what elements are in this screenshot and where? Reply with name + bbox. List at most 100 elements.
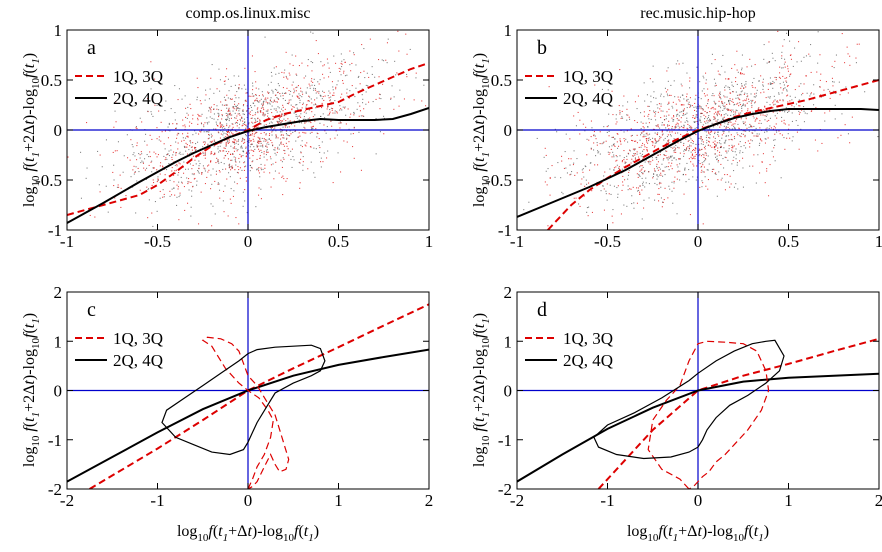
scatter-point [813, 84, 814, 85]
scatter-point [767, 127, 768, 128]
scatter-point [269, 92, 270, 93]
scatter-point [224, 84, 225, 85]
scatter-point [735, 98, 736, 99]
scatter-point [210, 116, 211, 117]
scatter-point [704, 118, 705, 119]
scatter-point [173, 188, 174, 189]
scatter-point [269, 139, 270, 140]
scatter-point [258, 195, 259, 196]
scatter-point [588, 207, 589, 208]
scatter-point [266, 152, 267, 153]
scatter-point [290, 91, 291, 92]
scatter-point [720, 98, 721, 99]
scatter-point [766, 168, 767, 169]
scatter-point [246, 93, 247, 94]
scatter-point [729, 87, 730, 88]
scatter-point [253, 95, 254, 96]
scatter-point [659, 108, 660, 109]
scatter-point [689, 107, 690, 108]
scatter-point [834, 82, 835, 83]
scatter-point [313, 148, 314, 149]
scatter-point [240, 120, 241, 121]
scatter-point [706, 112, 707, 113]
scatter-point [556, 131, 557, 132]
scatter-point [319, 152, 320, 153]
scatter-point [286, 52, 287, 53]
scatter-point [358, 132, 359, 133]
scatter-point [743, 121, 744, 122]
scatter-point [644, 82, 645, 83]
scatter-point [333, 89, 334, 90]
scatter-point [775, 127, 776, 128]
scatter-point [655, 133, 656, 134]
scatter-point [728, 100, 729, 101]
scatter-point [353, 114, 354, 115]
scatter-point [342, 64, 343, 65]
scatter-point [648, 162, 649, 163]
scatter-point [736, 154, 737, 155]
scatter-point [574, 198, 575, 199]
scatter-point [244, 68, 245, 69]
scatter-point [667, 131, 668, 132]
scatter-point [655, 138, 656, 139]
scatter-point [603, 186, 604, 187]
scatter-point [754, 135, 755, 136]
scatter-point [295, 87, 296, 88]
scatter-point [191, 207, 192, 208]
scatter-point [225, 169, 226, 170]
scatter-point [253, 151, 254, 152]
scatter-point [667, 95, 668, 96]
scatter-point [771, 83, 772, 84]
scatter-point [657, 179, 658, 180]
scatter-point [715, 59, 716, 60]
scatter-point [259, 119, 260, 120]
scatter-point [616, 155, 617, 156]
scatter-point [680, 134, 681, 135]
scatter-point [146, 168, 147, 169]
scatter-point [583, 168, 584, 169]
scatter-point [341, 109, 342, 110]
scatter-point [512, 162, 513, 163]
scatter-point [656, 157, 657, 158]
scatter-point [251, 167, 252, 168]
scatter-point [659, 103, 660, 104]
scatter-point [684, 170, 685, 171]
scatter-point [202, 114, 203, 115]
scatter-point [187, 154, 188, 155]
scatter-point [211, 134, 212, 135]
scatter-point [229, 142, 230, 143]
scatter-point [775, 139, 776, 140]
scatter-point [693, 149, 694, 150]
scatter-point [620, 138, 621, 139]
scatter-point [246, 155, 247, 156]
scatter-point [169, 191, 170, 192]
scatter-point [745, 142, 746, 143]
scatter-point [198, 115, 199, 116]
scatter-point [230, 176, 231, 177]
scatter-point [657, 168, 658, 169]
scatter-point [656, 164, 657, 165]
scatter-point [724, 87, 725, 88]
scatter-point [310, 122, 311, 123]
scatter-point [708, 145, 709, 146]
scatter-point [620, 140, 621, 141]
scatter-point [218, 152, 219, 153]
scatter-point [223, 191, 224, 192]
scatter-point [643, 208, 644, 209]
scatter-point [765, 182, 766, 183]
scatter-point [304, 116, 305, 117]
scatter-point [740, 150, 741, 151]
scatter-point [264, 125, 265, 126]
scatter-point [264, 115, 265, 116]
scatter-point [811, 92, 812, 93]
scatter-point [615, 161, 616, 162]
scatter-point [116, 121, 117, 122]
scatter-point [285, 109, 286, 110]
scatter-point [778, 92, 779, 93]
scatter-point [236, 118, 237, 119]
scatter-point [387, 42, 388, 43]
scatter-point [289, 75, 290, 76]
scatter-point [349, 64, 350, 65]
scatter-point [706, 153, 707, 154]
scatter-point [146, 187, 147, 188]
